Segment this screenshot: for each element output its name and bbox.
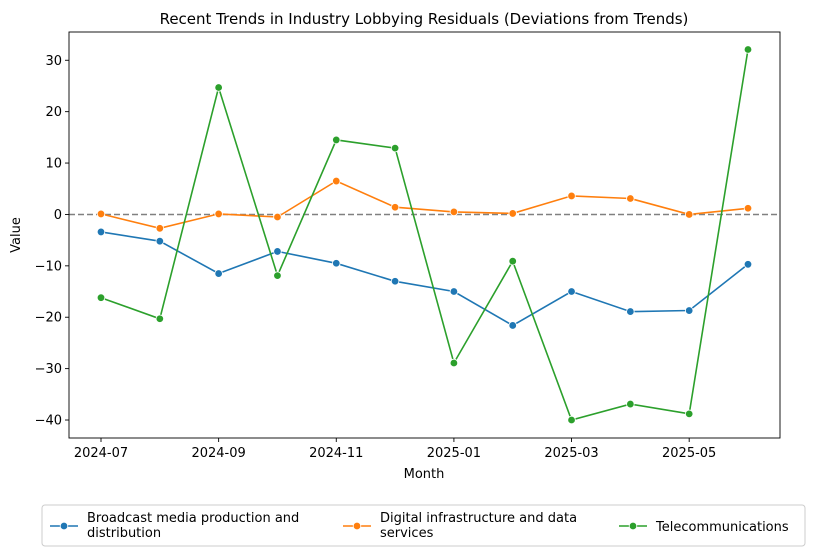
x-tick-label: 2024-09 — [191, 446, 245, 461]
y-tick-label: −40 — [35, 414, 62, 429]
x-tick-label: 2025-03 — [544, 446, 598, 461]
series-2-point — [449, 358, 459, 368]
series-0-point — [214, 269, 223, 278]
series-1-point — [273, 212, 282, 222]
x-axis: 2024-07 2024-09 2024-11 2025-01 2025-03 2025-… — [74, 438, 716, 461]
x-tick-label: 2025-01 — [427, 446, 481, 461]
legend-swatch-marker — [352, 521, 362, 531]
y-tick-label: 10 — [45, 157, 62, 172]
series-1-point — [96, 209, 106, 219]
series-1-point — [390, 203, 400, 212]
chart-title: Recent Trends in Industry Lobbying Resid… — [160, 10, 689, 28]
legend-swatch-marker — [628, 521, 638, 531]
series-2-point — [567, 415, 576, 425]
legend-label: Digital infrastructure and data services — [380, 511, 577, 541]
series-1-point — [155, 224, 165, 233]
y-tick-label: 30 — [45, 54, 62, 69]
series-2-point — [508, 257, 517, 266]
series-0-point — [390, 277, 400, 286]
series-0-point — [155, 236, 165, 246]
series-line-0 — [100, 231, 749, 327]
x-tick-label: 2025-05 — [662, 446, 716, 461]
series-0-point — [684, 306, 694, 315]
y-tick-label: −10 — [35, 259, 62, 274]
series-0-point — [273, 247, 282, 256]
legend-swatch-marker — [59, 521, 69, 531]
series-1-point — [626, 194, 635, 203]
series-0-point — [567, 287, 576, 296]
y-axis-label: Value — [9, 217, 24, 253]
y-tick-label: −20 — [35, 311, 62, 326]
series-0-point — [508, 321, 517, 330]
series-1-point — [684, 210, 694, 219]
series-2-point — [96, 293, 106, 302]
legend-label: Broadcast media production and distributi… — [87, 511, 299, 541]
series-1-point — [567, 191, 576, 201]
plot-area — [68, 31, 781, 439]
series-1-point — [743, 204, 753, 213]
series-line-1 — [100, 180, 749, 230]
series-2-point — [155, 314, 165, 323]
series-2-point — [214, 83, 223, 92]
series-1-point — [332, 176, 341, 186]
y-tick-label: 20 — [45, 105, 62, 120]
series-0-point — [96, 227, 106, 237]
series-2-point — [684, 409, 694, 419]
series-0-point — [743, 260, 753, 269]
series-2-point — [390, 143, 400, 153]
series-1-point — [449, 207, 459, 217]
series-2-point — [273, 271, 282, 280]
y-tick-label: 0 — [54, 208, 62, 223]
series-line-2 — [100, 49, 749, 421]
series-2-point — [743, 45, 753, 54]
series-1-point — [214, 209, 223, 219]
legend-label: Telecommunications — [655, 520, 789, 535]
series-2-point — [626, 399, 635, 409]
series-0-point — [332, 259, 341, 268]
legend-box — [41, 504, 806, 547]
series-0-point — [449, 287, 459, 296]
x-axis-label: Month — [404, 467, 445, 482]
series-0-point — [626, 307, 635, 316]
y-tick-label: −30 — [35, 362, 62, 377]
x-tick-label: 2024-07 — [74, 446, 128, 461]
y-axis: −40 −30 −20 −10 0 10 20 30 — [35, 54, 69, 429]
series-1-point — [508, 209, 517, 218]
legend: Broadcast media production and distributi… — [41, 504, 806, 547]
series-2-point — [332, 135, 341, 145]
plot-frame — [68, 31, 781, 439]
x-tick-label: 2024-11 — [309, 446, 363, 461]
